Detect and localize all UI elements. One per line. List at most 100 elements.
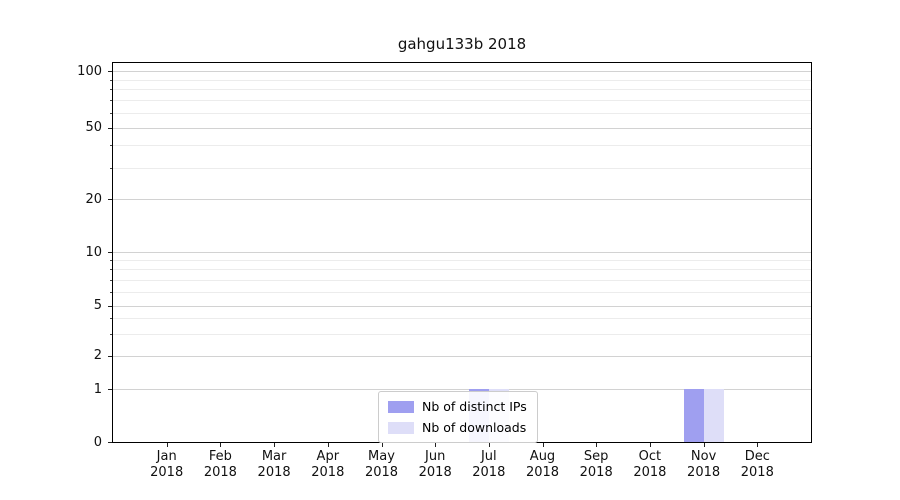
x-tick-year: 2018 xyxy=(364,465,399,480)
x-tick-mark xyxy=(488,443,490,447)
x-tick-label: Jun 2018 xyxy=(403,449,467,481)
x-tick-label: Oct 2018 xyxy=(618,449,682,481)
legend-swatch-distinct-ips xyxy=(388,400,414,413)
x-tick-month: Apr xyxy=(316,449,340,464)
gridline xyxy=(113,167,811,169)
x-tick-month: Aug xyxy=(529,449,556,464)
y-tick-mark xyxy=(108,71,112,72)
x-tick-label: Nov 2018 xyxy=(672,449,736,481)
gridline xyxy=(113,112,811,114)
gridline xyxy=(113,389,811,391)
x-tick-year: 2018 xyxy=(150,465,184,480)
x-tick-month: Jul xyxy=(480,449,497,464)
x-tick-mark xyxy=(220,443,222,447)
x-tick-label: Jan 2018 xyxy=(135,449,199,481)
x-tick-label: Sep 2018 xyxy=(564,449,628,481)
y-tick-mark xyxy=(108,127,112,129)
legend-entry-downloads: Nb of downloads xyxy=(388,420,527,435)
x-tick-month: Jan xyxy=(156,449,177,464)
y-minor-tick-mark xyxy=(110,269,112,271)
x-tick-mark xyxy=(757,443,759,447)
y-tick-label: 20 xyxy=(85,191,102,207)
y-tick-mark xyxy=(108,305,112,307)
gridline xyxy=(113,89,811,91)
y-minor-tick-mark xyxy=(110,333,112,335)
gridline xyxy=(113,260,811,262)
x-tick-mark xyxy=(327,443,329,447)
y-tick-label: 10 xyxy=(85,244,102,260)
x-tick-mark xyxy=(381,443,383,447)
gridline xyxy=(113,355,811,357)
gridline xyxy=(113,279,811,281)
gridline xyxy=(113,305,811,307)
x-tick-year: 2018 xyxy=(311,465,345,480)
x-tick-year: 2018 xyxy=(525,465,560,480)
chart-title: gahgu133b 2018 xyxy=(397,35,527,53)
x-tick-mark xyxy=(596,443,598,447)
y-tick-label: 0 xyxy=(93,434,102,450)
x-tick-month: Sep xyxy=(583,449,609,464)
x-tick-month: May xyxy=(368,449,395,464)
x-tick-mark xyxy=(542,443,544,447)
x-tick-mark xyxy=(166,443,168,447)
x-tick-year: 2018 xyxy=(203,465,237,480)
gridline xyxy=(113,252,811,254)
x-tick-year: 2018 xyxy=(687,465,721,480)
x-tick-year: 2018 xyxy=(418,465,452,480)
x-tick-year: 2018 xyxy=(257,465,291,480)
y-minor-tick-mark xyxy=(110,89,112,91)
x-tick-month: Oct xyxy=(638,449,662,464)
legend-swatch-downloads xyxy=(388,421,414,434)
bar-nov-series0 xyxy=(683,389,704,442)
gridline xyxy=(113,79,811,81)
x-tick-mark xyxy=(649,443,651,447)
legend-entry-distinct-ips: Nb of distinct IPs xyxy=(388,399,527,414)
legend-label-distinct-ips: Nb of distinct IPs xyxy=(422,399,527,414)
legend-label-downloads: Nb of downloads xyxy=(422,420,527,435)
bar-nov-series1 xyxy=(703,389,724,442)
y-tick-mark xyxy=(108,252,112,254)
x-tick-mark xyxy=(703,443,705,447)
y-minor-tick-mark xyxy=(110,145,112,147)
x-tick-year: 2018 xyxy=(472,465,506,480)
x-tick-month: Nov xyxy=(690,449,717,464)
gridline xyxy=(113,145,811,147)
y-minor-tick-mark xyxy=(110,167,112,169)
y-tick-mark xyxy=(108,389,112,391)
y-tick-mark xyxy=(108,355,112,357)
y-minor-tick-mark xyxy=(110,112,112,114)
y-minor-tick-mark xyxy=(110,279,112,281)
y-tick-label: 5 xyxy=(93,298,102,314)
x-tick-label: Mar 2018 xyxy=(242,449,306,481)
x-tick-label: May 2018 xyxy=(350,449,414,481)
x-tick-month: Mar xyxy=(261,449,287,464)
y-tick-label: 2 xyxy=(93,348,102,364)
x-tick-year: 2018 xyxy=(633,465,667,480)
legend: Nb of distinct IPs Nb of downloads xyxy=(378,391,538,443)
y-minor-tick-mark xyxy=(110,260,112,262)
gridline xyxy=(113,127,811,129)
y-minor-tick-mark xyxy=(110,100,112,102)
y-tick-label: 100 xyxy=(77,63,102,79)
x-tick-label: Feb 2018 xyxy=(188,449,252,481)
gridline xyxy=(113,333,811,335)
plot-area: Nb of distinct IPs Nb of downloads xyxy=(112,62,812,443)
gridline xyxy=(113,71,811,72)
y-tick-label: 50 xyxy=(85,120,102,136)
x-tick-mark xyxy=(435,443,437,447)
y-tick-mark xyxy=(108,199,112,201)
gridline xyxy=(113,291,811,293)
x-tick-label: Jul 2018 xyxy=(457,449,521,481)
x-tick-month: Feb xyxy=(208,449,232,464)
y-minor-tick-mark xyxy=(110,317,112,319)
y-minor-tick-mark xyxy=(110,79,112,81)
gridline xyxy=(113,199,811,201)
x-tick-label: Aug 2018 xyxy=(511,449,575,481)
x-tick-mark xyxy=(274,443,276,447)
y-tick-label: 1 xyxy=(93,381,102,397)
x-tick-month: Jun xyxy=(425,449,446,464)
gridline xyxy=(113,317,811,319)
